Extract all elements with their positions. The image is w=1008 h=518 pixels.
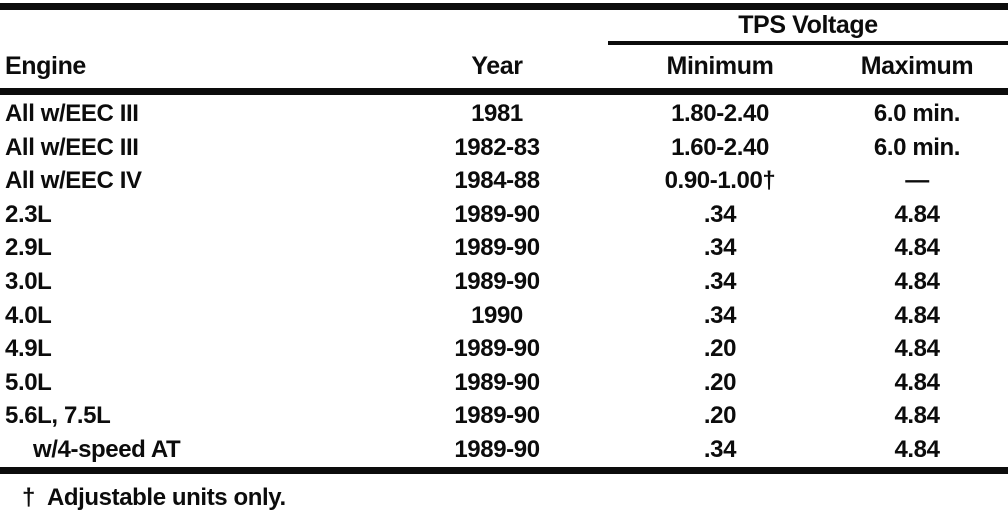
column-header-year: Year	[471, 52, 523, 80]
engine-cell: 2.9L	[5, 234, 52, 262]
minimum-cell: .20	[703, 335, 737, 363]
maximum-cell: 6.0 min.	[873, 100, 961, 127]
table-row: All w/EEC III 1982-83 1.60-2.40 6.0 min.	[0, 131, 1008, 165]
engine-cell: w/4-speed AT	[33, 435, 181, 463]
maximum-cell: 4.84	[894, 200, 940, 228]
table-row: 3.0L 1989-90 .34 4.84	[0, 265, 1008, 299]
table-row: 2.3L 1989-90 .34 4.84	[0, 198, 1008, 232]
year-cell: 1989-90	[454, 267, 540, 295]
table-row: 5.0L 1989-90 .20 4.84	[0, 366, 1008, 400]
table-row: 2.9L 1989-90 .34 4.84	[0, 231, 1008, 265]
table-body: All w/EEC III 1981 1.80-2.40 6.0 min. Al…	[0, 95, 1008, 467]
minimum-cell: .34	[703, 200, 737, 228]
maximum-cell: 4.84	[894, 234, 940, 262]
table-row: All w/EEC IV 1984-88 0.90-1.00† —	[0, 164, 1008, 198]
engine-cell: 4.9L	[5, 335, 52, 363]
column-header-maximum: Maximum	[860, 52, 974, 80]
footnote-text: Adjustable units only.	[46, 483, 286, 511]
maximum-cell: 4.84	[894, 267, 940, 295]
year-cell: 1981	[471, 100, 523, 127]
maximum-cell: —	[905, 167, 929, 195]
table-row: 4.9L 1989-90 .20 4.84	[0, 332, 1008, 366]
table-row: w/4-speed AT 1989-90 .34 4.84	[0, 433, 1008, 467]
table-row: 4.0L 1990 .34 4.84	[0, 299, 1008, 333]
engine-cell: 5.6L, 7.5L	[5, 402, 111, 430]
engine-cell: 4.0L	[5, 301, 52, 329]
engine-cell: 5.0L	[5, 368, 52, 396]
maximum-cell: 4.84	[894, 368, 940, 396]
year-cell: 1989-90	[454, 234, 540, 262]
minimum-cell: .34	[703, 301, 737, 329]
year-cell: 1984-88	[454, 167, 540, 195]
minimum-cell: .34	[703, 234, 737, 262]
year-cell: 1990	[471, 301, 523, 329]
tps-voltage-spanner: TPS Voltage	[608, 10, 1008, 45]
minimum-cell: .20	[703, 402, 737, 430]
year-cell: 1989-90	[454, 368, 540, 396]
minimum-cell: 1.60-2.40	[671, 133, 769, 161]
minimum-cell: .20	[703, 368, 737, 396]
table-row: 5.6L, 7.5L 1989-90 .20 4.84	[0, 399, 1008, 433]
year-cell: 1982-83	[454, 133, 540, 161]
maximum-cell: 4.84	[894, 435, 940, 463]
column-header-engine: Engine	[5, 52, 86, 80]
column-header-minimum: Minimum	[666, 52, 774, 80]
maximum-cell: 4.84	[894, 301, 940, 329]
engine-cell: All w/EEC IV	[5, 167, 142, 195]
spanner-row: TPS Voltage	[0, 10, 1008, 45]
year-cell: 1989-90	[454, 335, 540, 363]
year-cell: 1989-90	[454, 402, 540, 430]
top-rule	[0, 3, 1008, 10]
table-row: All w/EEC III 1981 1.80-2.40 6.0 min.	[0, 97, 1008, 131]
minimum-cell: 0.90-1.00†	[664, 167, 776, 195]
engine-cell: 2.3L	[5, 200, 52, 228]
minimum-cell: 1.80-2.40	[671, 100, 769, 127]
engine-cell: 3.0L	[5, 267, 52, 295]
dagger-icon: †	[22, 483, 35, 511]
minimum-cell: .34	[703, 435, 737, 463]
maximum-cell: 6.0 min.	[873, 133, 961, 161]
maximum-cell: 4.84	[894, 402, 940, 430]
year-cell: 1989-90	[454, 435, 540, 463]
header-rule	[0, 88, 1008, 95]
column-header-row: Engine Year Minimum Maximum	[0, 45, 1008, 88]
footnote: † Adjustable units only.	[0, 474, 1008, 511]
year-cell: 1989-90	[454, 200, 540, 228]
engine-cell: All w/EEC III	[5, 100, 139, 127]
minimum-cell: .34	[703, 267, 737, 295]
bottom-rule	[0, 466, 1008, 474]
engine-cell: All w/EEC III	[5, 133, 139, 161]
maximum-cell: 4.84	[894, 335, 940, 363]
